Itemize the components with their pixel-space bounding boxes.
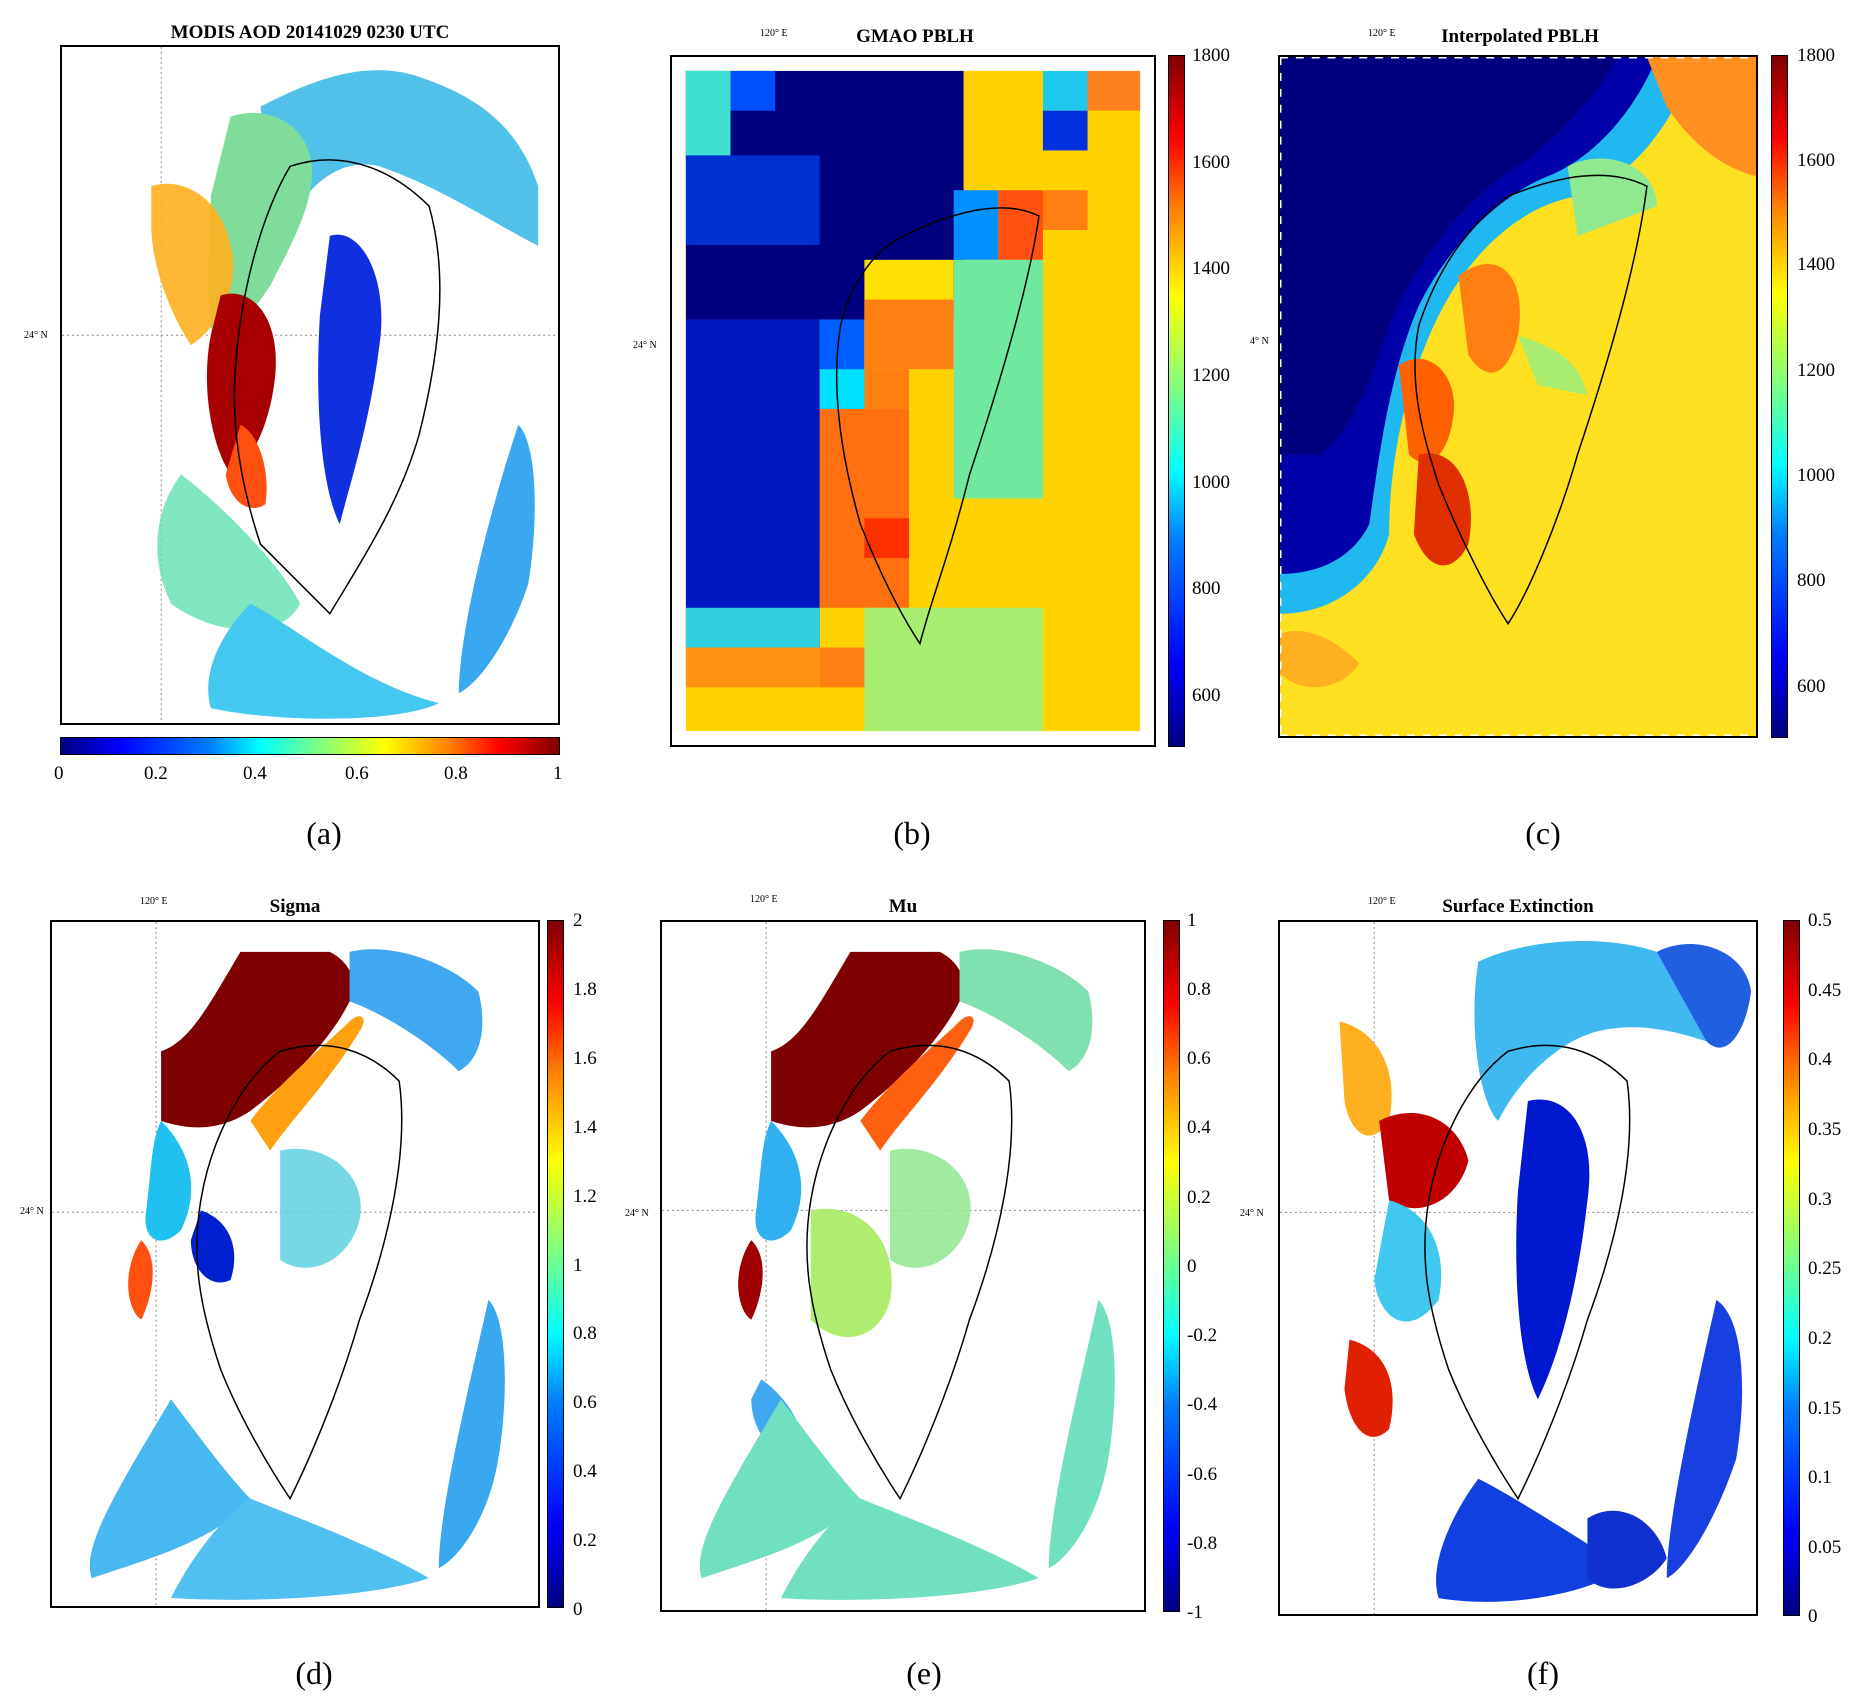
panel-c-lat-label: 4° N xyxy=(1250,336,1269,347)
panel-f-tick: 0.3 xyxy=(1808,1189,1832,1210)
panel-e-lon-label: 120° E xyxy=(750,894,778,905)
panel-a-map xyxy=(60,45,560,725)
panel-f-tick: 0.35 xyxy=(1808,1119,1842,1140)
panel-c-tick: 1600 xyxy=(1797,150,1835,171)
panel-b-map xyxy=(670,55,1156,747)
panel-d-tick: 1.8 xyxy=(573,979,597,1000)
panel-c-tick: 1400 xyxy=(1797,254,1835,275)
panel-b-title: GMAO PBLH xyxy=(856,26,974,47)
panel-d-tick: 0.2 xyxy=(573,1530,597,1551)
panel-d-colorbar xyxy=(547,920,564,1608)
panel-a-tick: 0.6 xyxy=(345,763,369,784)
panel-b-colorbar xyxy=(1168,55,1185,747)
panel-f-tick: 0.1 xyxy=(1808,1467,1832,1488)
panel-d-tick: 0.6 xyxy=(573,1392,597,1413)
panel-f-title: Surface Extinction xyxy=(1442,896,1594,917)
panel-b-tick: 800 xyxy=(1192,578,1221,599)
panel-e-tick: -1 xyxy=(1187,1602,1203,1623)
panel-f-tick: 0.4 xyxy=(1808,1049,1832,1070)
panel-d-lon-label: 120° E xyxy=(140,896,168,907)
panel-e-tick: -0.4 xyxy=(1187,1394,1218,1415)
panel-c-title: Interpolated PBLH xyxy=(1441,26,1599,47)
panel-c-tick: 1200 xyxy=(1797,360,1835,381)
panel-a-tick: 0 xyxy=(54,763,64,784)
panel-c-tick: 1000 xyxy=(1797,465,1835,486)
panel-a-lat-label: 24° N xyxy=(24,330,48,341)
panel-b-tick: 1800 xyxy=(1192,45,1230,66)
panel-d-tick: 0.8 xyxy=(573,1323,597,1344)
panel-a-tick: 0.2 xyxy=(144,763,168,784)
panel-f-tick: 0.25 xyxy=(1808,1258,1842,1279)
panel-c-tick: 1800 xyxy=(1797,45,1835,66)
panel-d-tick: 2 xyxy=(573,910,583,931)
panel-b-tick: 1200 xyxy=(1192,365,1230,386)
panel-b-tick: 1600 xyxy=(1192,152,1230,173)
panel-a-tick: 1 xyxy=(553,763,563,784)
panel-e-tick: 1 xyxy=(1187,910,1197,931)
panel-b-caption: (b) xyxy=(893,815,931,851)
panel-f-tick: 0.2 xyxy=(1808,1328,1832,1349)
panel-e-tick: -0.8 xyxy=(1187,1533,1218,1554)
panel-d-tick: 0.4 xyxy=(573,1461,597,1482)
panel-c-colorbar xyxy=(1771,55,1788,738)
panel-f-map xyxy=(1278,920,1758,1616)
panel-a-caption: (a) xyxy=(306,815,342,851)
panel-a-tick: 0.4 xyxy=(243,763,267,784)
panel-b-lon-label: 120° E xyxy=(760,28,788,39)
panel-e-tick: -0.2 xyxy=(1187,1325,1218,1346)
panel-f-tick: 0.5 xyxy=(1808,910,1832,931)
panel-c-tick: 600 xyxy=(1797,676,1826,697)
panel-a-title: MODIS AOD 20141029 0230 UTC xyxy=(170,22,450,43)
panel-e-tick: -0.6 xyxy=(1187,1464,1218,1485)
panel-c-caption: (c) xyxy=(1525,815,1561,851)
panel-f-lon-label: 120° E xyxy=(1368,896,1396,907)
panel-d-title: Sigma xyxy=(269,896,321,917)
panel-d-lat-label: 24° N xyxy=(20,1206,44,1217)
panel-e-tick: 0.4 xyxy=(1187,1117,1211,1138)
panel-b-tick: 1000 xyxy=(1192,472,1230,493)
panel-f-colorbar xyxy=(1783,920,1800,1616)
panel-e-colorbar xyxy=(1163,920,1180,1612)
panel-d-tick: 0 xyxy=(573,1599,583,1620)
panel-f-lat-label: 24° N xyxy=(1240,1208,1264,1219)
panel-f-caption: (f) xyxy=(1527,1655,1559,1691)
panel-c-tick: 800 xyxy=(1797,570,1826,591)
panel-e-tick: 0.8 xyxy=(1187,979,1211,1000)
panel-d-tick: 1 xyxy=(573,1255,583,1276)
panel-f-tick: 0 xyxy=(1808,1606,1818,1627)
panel-d-tick: 1.4 xyxy=(573,1117,597,1138)
panel-a-tick: 0.8 xyxy=(444,763,468,784)
panel-a-colorbar xyxy=(60,737,560,755)
panel-e-tick: 0.2 xyxy=(1187,1187,1211,1208)
panel-f-tick: 0.05 xyxy=(1808,1537,1842,1558)
panel-e-lat-label: 24° N xyxy=(625,1208,649,1219)
panel-c-map xyxy=(1278,55,1758,738)
panel-e-title: Mu xyxy=(888,896,918,917)
panel-c-lon-label: 120° E xyxy=(1368,28,1396,39)
panel-e-caption: (e) xyxy=(906,1655,942,1691)
panel-f-tick: 0.15 xyxy=(1808,1398,1842,1419)
panel-d-map xyxy=(50,920,540,1608)
panel-d-tick: 1.6 xyxy=(573,1048,597,1069)
panel-f-tick: 0.45 xyxy=(1808,980,1842,1001)
panel-b-lat-label: 24° N xyxy=(633,340,657,351)
panel-b-tick: 1400 xyxy=(1192,258,1230,279)
panel-e-tick: 0 xyxy=(1187,1256,1197,1277)
panel-b-tick: 600 xyxy=(1192,685,1221,706)
panel-e-map xyxy=(660,920,1146,1612)
panel-d-caption: (d) xyxy=(295,1655,333,1691)
panel-d-tick: 1.2 xyxy=(573,1186,597,1207)
panel-e-tick: 0.6 xyxy=(1187,1048,1211,1069)
